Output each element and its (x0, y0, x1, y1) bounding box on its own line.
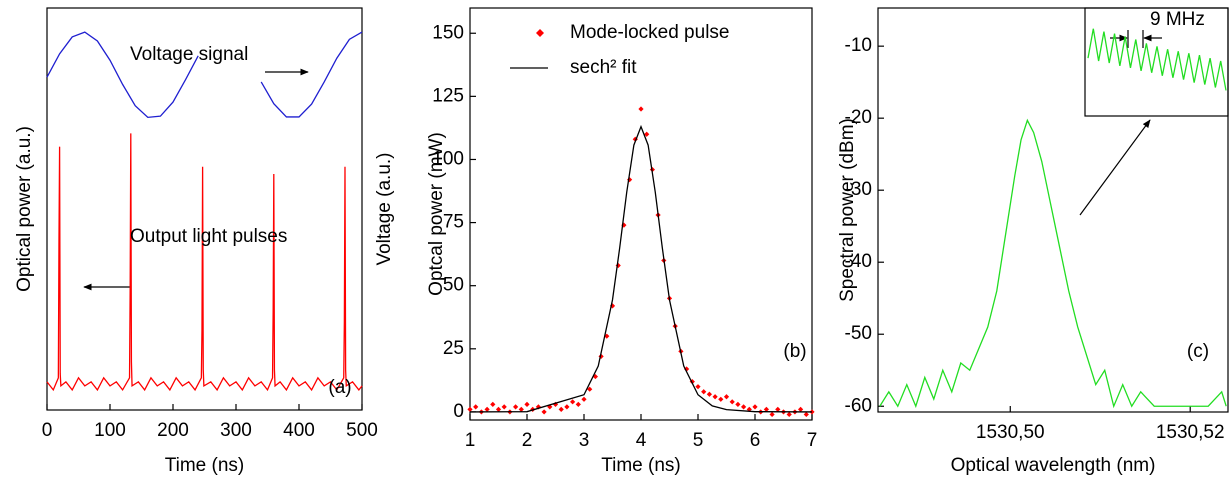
data-point (570, 399, 576, 405)
data-point (695, 384, 701, 390)
data-point (763, 406, 769, 412)
data-point (752, 404, 758, 410)
x-tick-label: 300 (220, 420, 252, 441)
data-point (644, 131, 650, 137)
legend-label: Mode-locked pulse (570, 22, 729, 43)
y-tick-label: 50 (443, 275, 464, 296)
data-point (558, 406, 564, 412)
plot-frame (469, 7, 813, 421)
data-point (541, 409, 547, 415)
data-point (518, 406, 524, 412)
plot-frame (46, 7, 363, 411)
plot-frame (877, 7, 1229, 413)
arrow (1079, 119, 1151, 216)
data-line (46, 31, 363, 119)
x-tick-label: 400 (283, 420, 315, 441)
y-tick-label: 75 (443, 212, 464, 233)
data-point (513, 404, 519, 410)
y-tick-label: -60 (845, 395, 872, 416)
data-point (701, 389, 707, 395)
inset-line (1087, 28, 1227, 91)
data-point (798, 406, 804, 412)
data-line (469, 124, 813, 413)
data-point (621, 222, 627, 228)
data-point (729, 399, 735, 405)
data-point (587, 386, 593, 392)
data-point (473, 404, 479, 410)
data-point (467, 406, 473, 412)
data-point (775, 406, 781, 412)
data-point (786, 411, 792, 418)
x-tick-label: 500 (346, 420, 378, 441)
y2-axis-label: Voltage (a.u.) (374, 152, 395, 265)
data-point (592, 373, 598, 380)
data-point (735, 401, 741, 407)
data-point (746, 406, 752, 412)
x-axis-label: Optical wavelength (nm) (951, 455, 1156, 476)
data-point (769, 411, 775, 418)
data-point (484, 406, 490, 412)
inset-annotation: 9 MHz (1150, 9, 1205, 30)
data-point (564, 404, 570, 410)
annotation: (b) (783, 341, 806, 362)
data-point (581, 396, 587, 402)
data-point (803, 411, 809, 418)
data-point (490, 401, 496, 407)
data-point (547, 404, 553, 410)
data-point (495, 406, 502, 412)
annotation: Voltage signal (130, 44, 248, 65)
data-point (718, 396, 724, 402)
y-tick-label: -40 (845, 251, 872, 272)
data-point (706, 391, 712, 397)
annotation: (c) (1187, 341, 1209, 362)
x-tick-label: 5 (693, 430, 704, 451)
data-point (741, 404, 747, 410)
x-tick-label: 6 (750, 430, 761, 451)
y-axis-label: Spectral power (dBm) (837, 118, 858, 302)
data-line (879, 118, 1227, 409)
x-tick-label: 0 (42, 420, 53, 441)
y-axis-label: Optcal power (mW) (426, 132, 447, 296)
x-tick-label: 4 (636, 430, 647, 451)
x-tick-label: 1530,50 (976, 422, 1045, 443)
legend-symbol (536, 29, 544, 37)
data-point (632, 136, 638, 142)
y-tick-label: 25 (443, 338, 464, 359)
y-tick-label: -30 (845, 179, 872, 200)
data-point (638, 106, 644, 112)
x-tick-label: 3 (579, 430, 590, 451)
x-tick-label: 7 (807, 430, 818, 451)
x-tick-label: 1 (465, 430, 476, 451)
x-tick-label: 200 (157, 420, 189, 441)
y-tick-label: -10 (845, 35, 872, 56)
x-axis-label: Time (ns) (165, 455, 245, 476)
data-point (598, 353, 604, 359)
x-axis-label: Time (ns) (601, 455, 681, 476)
y-tick-label: 100 (432, 148, 464, 169)
data-line (46, 133, 363, 392)
y-tick-label: 150 (432, 22, 464, 43)
annotation: (a) (328, 377, 351, 398)
data-point (723, 394, 730, 400)
data-point (712, 394, 718, 400)
y-tick-label: 125 (432, 85, 464, 106)
x-tick-label: 100 (94, 420, 126, 441)
y-axis-label: Optical power (a.u.) (14, 126, 35, 292)
y-tick-label: 0 (453, 401, 464, 422)
data-point (524, 401, 530, 407)
data-point (615, 262, 621, 269)
annotation: Output light pulses (130, 226, 287, 247)
data-point (501, 404, 507, 410)
data-point (552, 401, 559, 407)
data-point (575, 401, 581, 407)
y-tick-label: -20 (845, 107, 872, 128)
x-tick-label: 2 (522, 430, 533, 451)
legend-label: sech² fit (570, 57, 637, 78)
x-tick-label: 1530,52 (1156, 422, 1225, 443)
data-point (809, 409, 815, 415)
y-tick-label: -50 (845, 323, 872, 344)
